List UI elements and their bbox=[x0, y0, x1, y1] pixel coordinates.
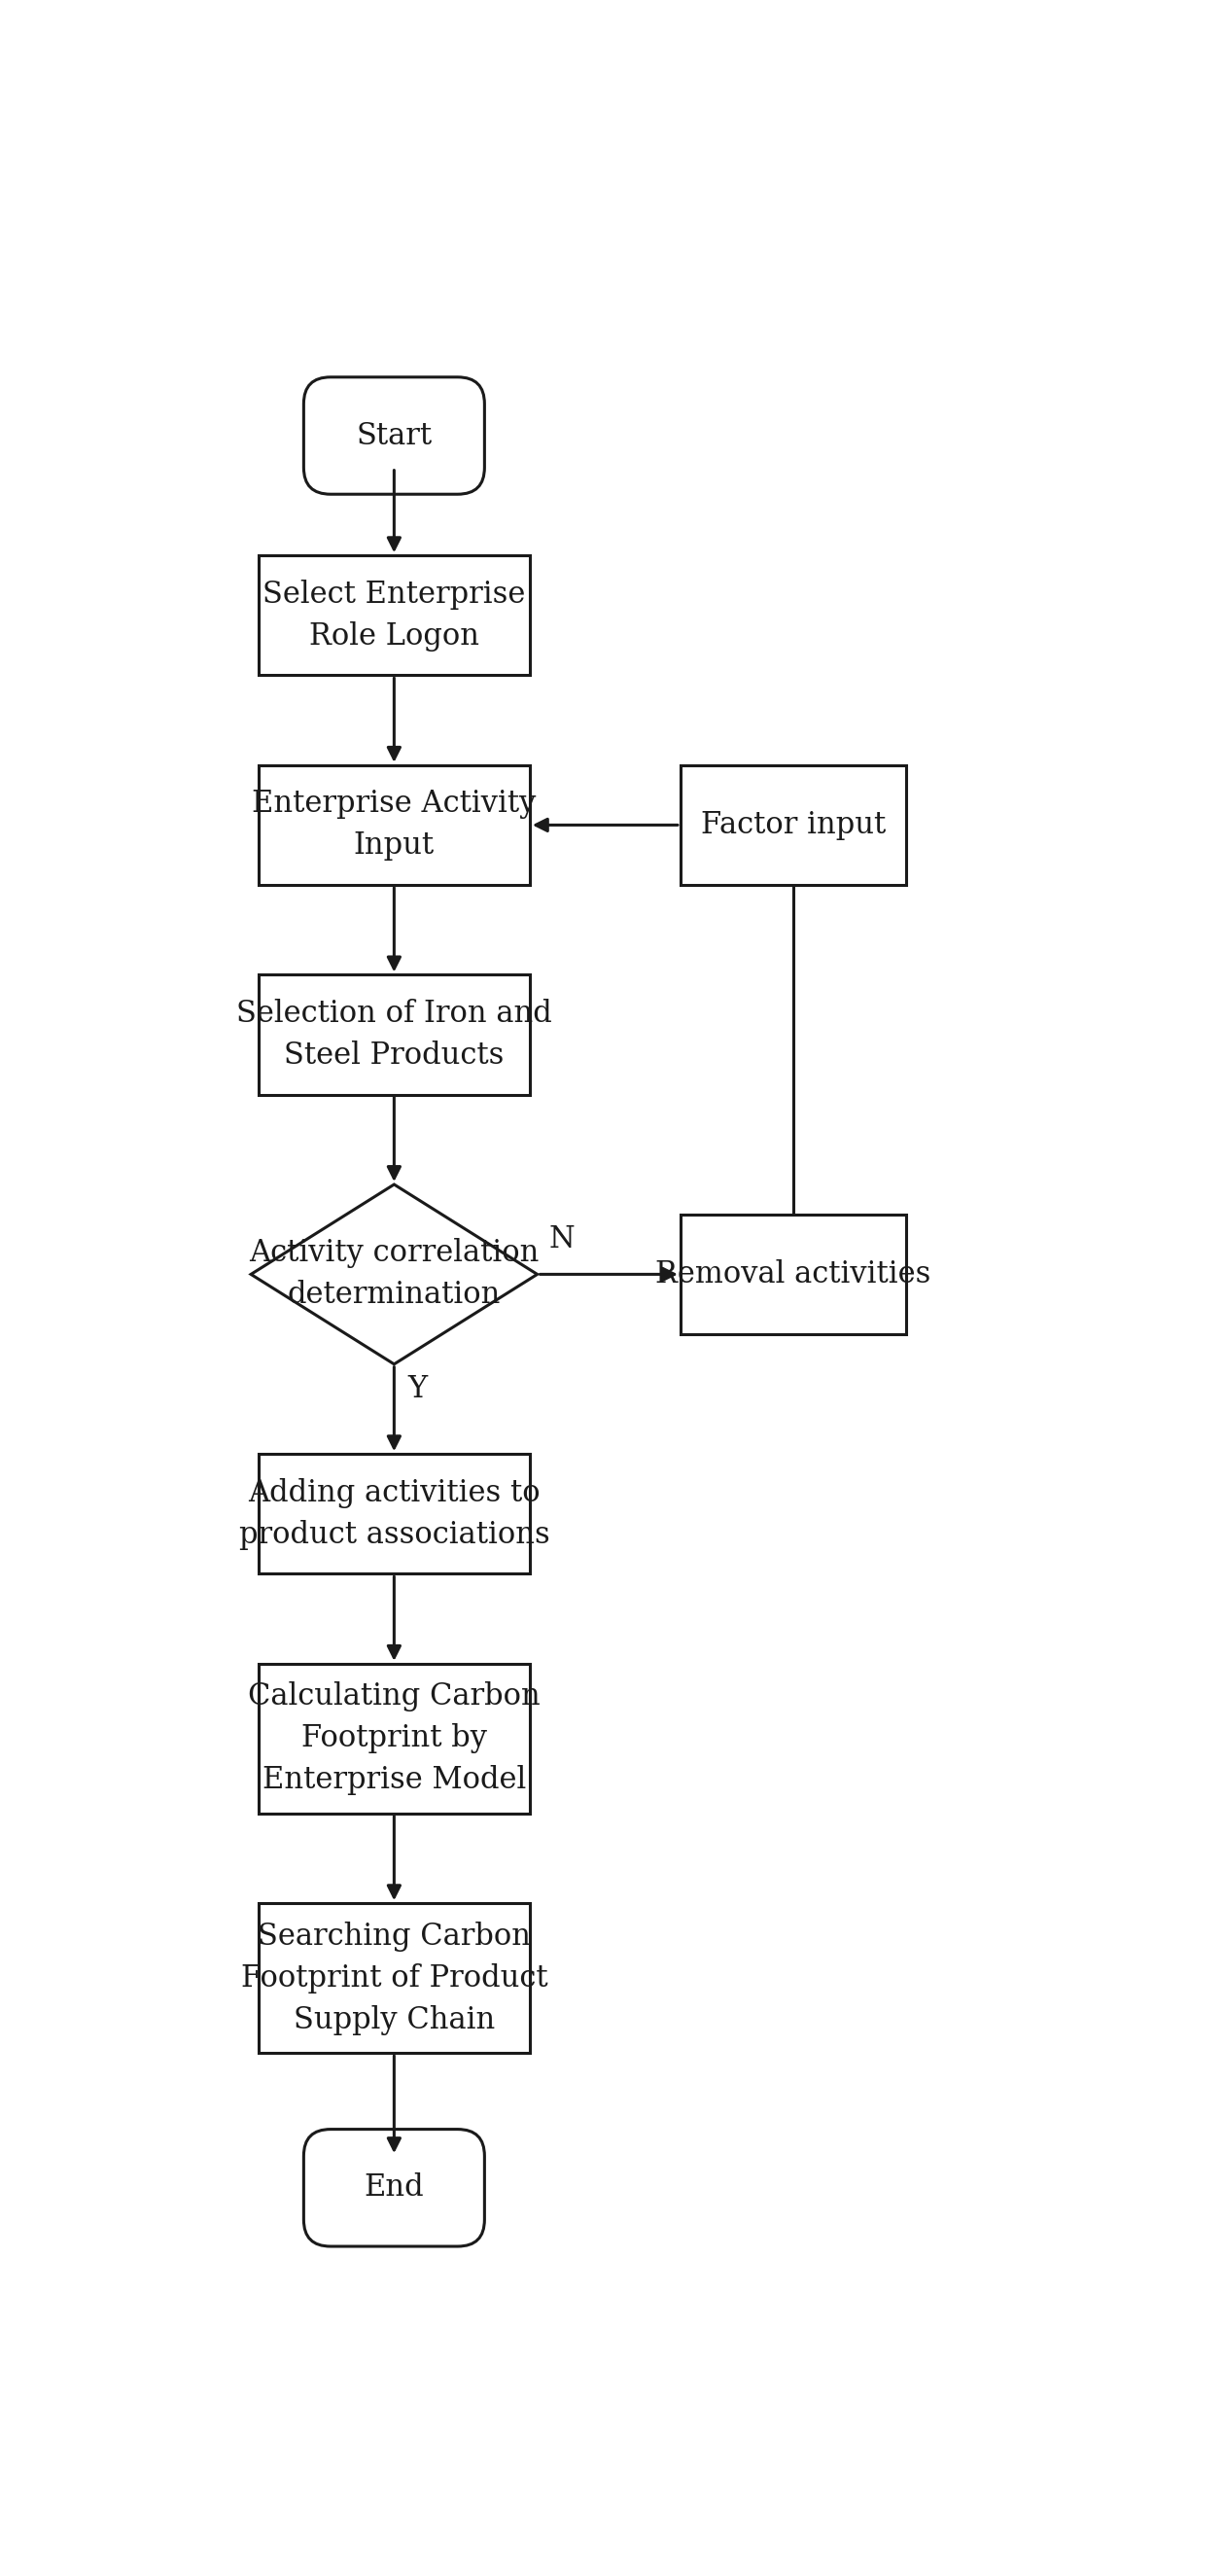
Text: Adding activities to
product associations: Adding activities to product association… bbox=[239, 1479, 550, 1551]
Bar bbox=[258, 556, 530, 675]
Text: Searching Carbon
Footprint of Product
Supply Chain: Searching Carbon Footprint of Product Su… bbox=[241, 1922, 547, 2035]
Text: N: N bbox=[548, 1224, 574, 1255]
FancyBboxPatch shape bbox=[304, 2130, 485, 2246]
Text: Enterprise Activity
Input: Enterprise Activity Input bbox=[252, 788, 536, 860]
Text: Calculating Carbon
Footprint by
Enterprise Model: Calculating Carbon Footprint by Enterpri… bbox=[248, 1682, 540, 1795]
Text: Selection of Iron and
Steel Products: Selection of Iron and Steel Products bbox=[236, 999, 552, 1072]
Bar bbox=[681, 1213, 907, 1334]
Polygon shape bbox=[251, 1185, 537, 1365]
Text: End: End bbox=[365, 2172, 424, 2202]
Bar bbox=[258, 1904, 530, 2053]
Text: Removal activities: Removal activities bbox=[656, 1260, 931, 1291]
Bar bbox=[258, 1453, 530, 1574]
Text: Start: Start bbox=[356, 420, 432, 451]
FancyBboxPatch shape bbox=[304, 376, 485, 495]
Bar bbox=[258, 1664, 530, 1814]
Text: Select Enterprise
Role Logon: Select Enterprise Role Logon bbox=[263, 580, 525, 652]
Bar bbox=[258, 765, 530, 886]
Bar bbox=[258, 974, 530, 1095]
Bar bbox=[681, 765, 907, 886]
Text: Factor input: Factor input bbox=[701, 809, 886, 840]
Text: Activity correlation
determination: Activity correlation determination bbox=[248, 1239, 539, 1311]
Text: Y: Y bbox=[408, 1376, 427, 1404]
